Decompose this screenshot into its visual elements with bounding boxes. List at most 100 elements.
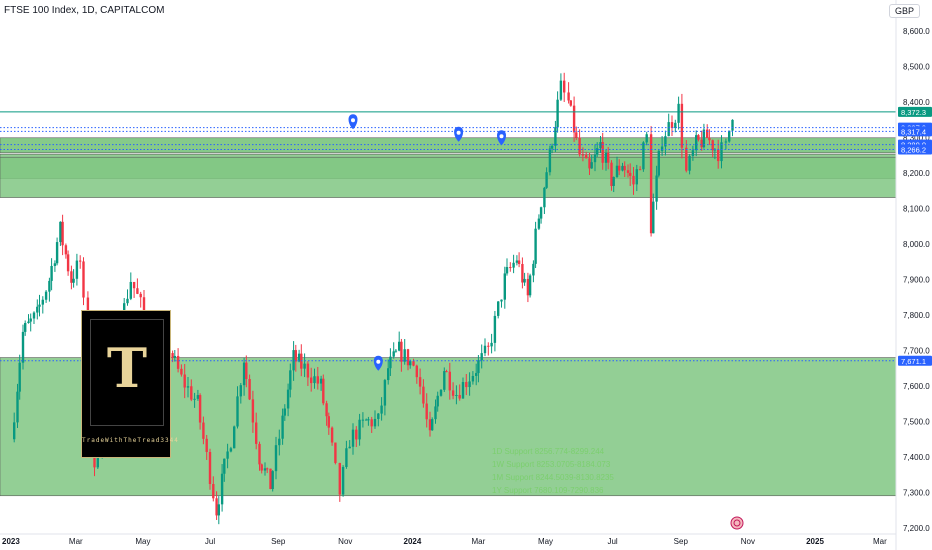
candle-body bbox=[322, 378, 325, 404]
support-note-1m: 1M Support 8244.5039-8130.8235 bbox=[492, 473, 614, 482]
support-zone[interactable] bbox=[0, 156, 897, 198]
candle-body bbox=[258, 443, 261, 465]
candle-body bbox=[319, 378, 323, 384]
candle-body bbox=[142, 297, 146, 313]
candle-body bbox=[674, 122, 677, 128]
candle-body bbox=[403, 349, 406, 362]
candle-body bbox=[355, 429, 358, 440]
candle-body bbox=[176, 355, 180, 369]
event-marker-icon[interactable] bbox=[497, 130, 506, 146]
candle-body bbox=[451, 390, 455, 396]
candle-body bbox=[711, 140, 714, 151]
candle-body bbox=[278, 438, 281, 446]
logo-frame: T bbox=[90, 319, 164, 426]
candle-body bbox=[70, 271, 73, 283]
candle-body bbox=[297, 353, 301, 362]
candle-body bbox=[422, 386, 425, 404]
candle-body bbox=[193, 398, 196, 400]
candle-body bbox=[448, 371, 451, 391]
candle-body bbox=[425, 403, 428, 420]
candle-body bbox=[274, 445, 278, 472]
candle-body bbox=[245, 362, 248, 379]
candle-body bbox=[528, 275, 532, 296]
candle-body bbox=[283, 408, 286, 416]
candle-body bbox=[604, 153, 608, 163]
candle-body bbox=[615, 165, 619, 177]
candle-body bbox=[621, 165, 624, 171]
candle-body bbox=[171, 353, 174, 358]
candle-body bbox=[38, 304, 41, 307]
candle-body bbox=[559, 80, 563, 100]
candle-body bbox=[220, 473, 224, 505]
candle-body bbox=[345, 448, 348, 467]
candle-body bbox=[706, 129, 709, 138]
y-tick-label: 8,200.0 bbox=[903, 169, 930, 178]
candle-body bbox=[572, 105, 576, 133]
candle-body bbox=[523, 278, 526, 283]
candle-body bbox=[370, 419, 373, 427]
candle-body bbox=[398, 341, 401, 351]
candle-body bbox=[75, 260, 79, 279]
candle-body bbox=[509, 267, 512, 269]
earnings-icon[interactable] bbox=[730, 516, 744, 530]
candle-body bbox=[680, 103, 684, 148]
event-marker-icon[interactable] bbox=[348, 114, 358, 130]
currency-button[interactable]: GBP bbox=[888, 4, 920, 18]
event-marker-icon[interactable] bbox=[454, 126, 464, 142]
candle-body bbox=[361, 419, 365, 421]
x-tick-label: Mar bbox=[69, 537, 83, 546]
candle-body bbox=[13, 422, 16, 440]
x-tick-label: May bbox=[538, 537, 553, 546]
candle-body bbox=[205, 438, 208, 452]
candle-body bbox=[493, 315, 497, 343]
candle-body bbox=[180, 368, 183, 375]
candle-body bbox=[590, 162, 593, 169]
candle-body bbox=[44, 291, 48, 300]
event-marker-icon[interactable] bbox=[373, 355, 383, 371]
candle-body bbox=[217, 504, 220, 516]
candle-body bbox=[269, 468, 272, 490]
candle-body bbox=[512, 262, 515, 268]
candle-body bbox=[255, 422, 258, 444]
candle-body bbox=[465, 382, 468, 388]
candle-body bbox=[618, 165, 621, 171]
candle-body bbox=[229, 448, 233, 452]
candle-body bbox=[532, 263, 535, 276]
candle-body bbox=[657, 150, 660, 176]
time-axis[interactable] bbox=[0, 534, 896, 550]
candle-body bbox=[406, 349, 410, 366]
support-zone[interactable] bbox=[0, 137, 897, 154]
candle-body bbox=[700, 139, 703, 148]
candle-body bbox=[365, 419, 368, 421]
candle-body bbox=[409, 361, 412, 366]
support-note-1d: 1D Support 8256.774-8299.244 bbox=[492, 447, 605, 456]
candle-body bbox=[599, 142, 602, 149]
chart-title: FTSE 100 Index, 1D, CAPITALCOM bbox=[4, 5, 165, 16]
candle-body bbox=[306, 363, 310, 378]
candle-body bbox=[16, 391, 19, 423]
candle-body bbox=[601, 142, 604, 163]
candle-body bbox=[132, 281, 136, 289]
candle-body bbox=[96, 456, 99, 468]
candle-body bbox=[545, 172, 548, 188]
candle-body bbox=[202, 422, 205, 439]
candle-body bbox=[387, 368, 390, 381]
price-label-text: 8,317.4 bbox=[901, 127, 926, 136]
candle-body bbox=[32, 312, 36, 319]
y-tick-label: 7,600.0 bbox=[903, 382, 930, 391]
x-tick-label: Nov bbox=[741, 537, 755, 546]
candle-body bbox=[664, 136, 667, 147]
candle-body bbox=[24, 323, 27, 332]
y-tick-label: 8,000.0 bbox=[903, 240, 930, 249]
candle-body bbox=[439, 389, 443, 396]
x-tick-label: Mar bbox=[472, 537, 486, 546]
price-axis[interactable] bbox=[896, 0, 932, 550]
price-label-badge bbox=[898, 126, 932, 137]
candle-body bbox=[431, 419, 434, 431]
candle-body bbox=[445, 371, 448, 373]
x-tick-label: Sep bbox=[674, 537, 689, 546]
candle-body bbox=[351, 429, 355, 447]
candle-body bbox=[394, 350, 398, 352]
candle-body bbox=[471, 375, 475, 382]
